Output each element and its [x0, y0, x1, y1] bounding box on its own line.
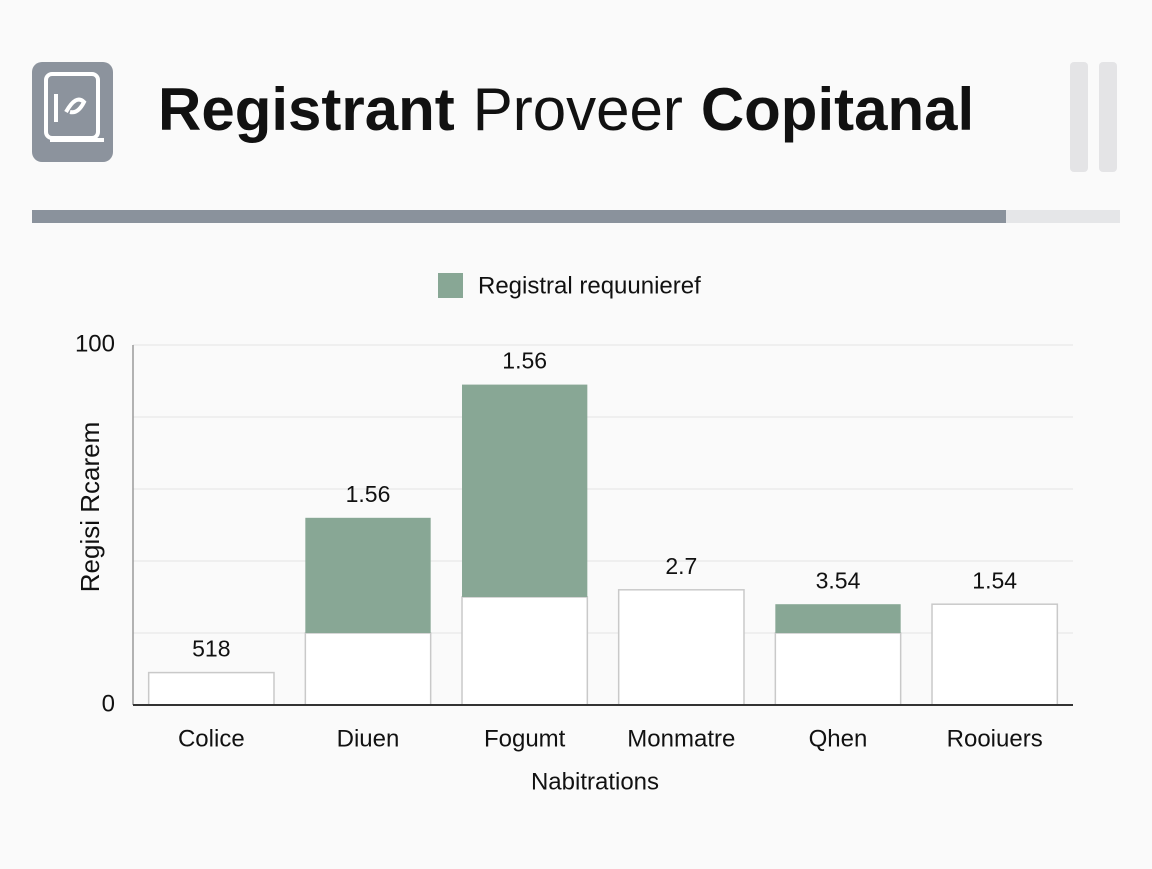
- bar-segment: [304, 632, 432, 706]
- app-icon: [32, 62, 113, 162]
- y-tick-label: 100: [75, 330, 115, 357]
- y-axis-title: Regisi Rcarem: [75, 422, 105, 593]
- progress-track: [1006, 210, 1120, 223]
- legend-swatch: [438, 273, 463, 298]
- title-part: Registrant: [158, 76, 455, 143]
- bar-label: 1.56: [502, 348, 547, 374]
- progress-fill: [32, 210, 1006, 223]
- x-tick-label: Colice: [178, 725, 245, 752]
- title-part: Proveer: [473, 76, 683, 143]
- bar-label: 518: [192, 636, 230, 662]
- x-tick-label: Rooiuers: [947, 725, 1043, 752]
- bar-segment: [617, 589, 745, 706]
- title-part: Copitanal: [701, 76, 974, 143]
- bar-label: 1.56: [346, 481, 391, 507]
- bar-segment: [305, 517, 431, 633]
- page-title: Registrant Proveer Copitanal: [158, 76, 974, 143]
- bar-segment: [462, 384, 588, 597]
- x-tick-label: Fogumt: [484, 725, 566, 752]
- x-axis-title: Nabitrations: [531, 768, 659, 795]
- bar-label: 3.54: [816, 567, 861, 593]
- legend-label: Registral requunieref: [478, 272, 701, 299]
- bar-segment: [931, 603, 1059, 706]
- x-tick-label: Diuen: [337, 725, 400, 752]
- x-tick-label: Qhen: [809, 725, 868, 752]
- bar-segment: [775, 604, 901, 633]
- bar-segment: [774, 632, 902, 706]
- pause-bar: [1070, 62, 1088, 172]
- pause-bar: [1099, 62, 1117, 172]
- x-tick-label: Monmatre: [627, 725, 735, 752]
- bar-segment: [461, 596, 589, 706]
- bar-label: 2.7: [665, 553, 697, 579]
- y-tick-label: 0: [102, 690, 115, 717]
- bar-segment: [147, 671, 275, 706]
- bar-label: 1.54: [972, 567, 1017, 593]
